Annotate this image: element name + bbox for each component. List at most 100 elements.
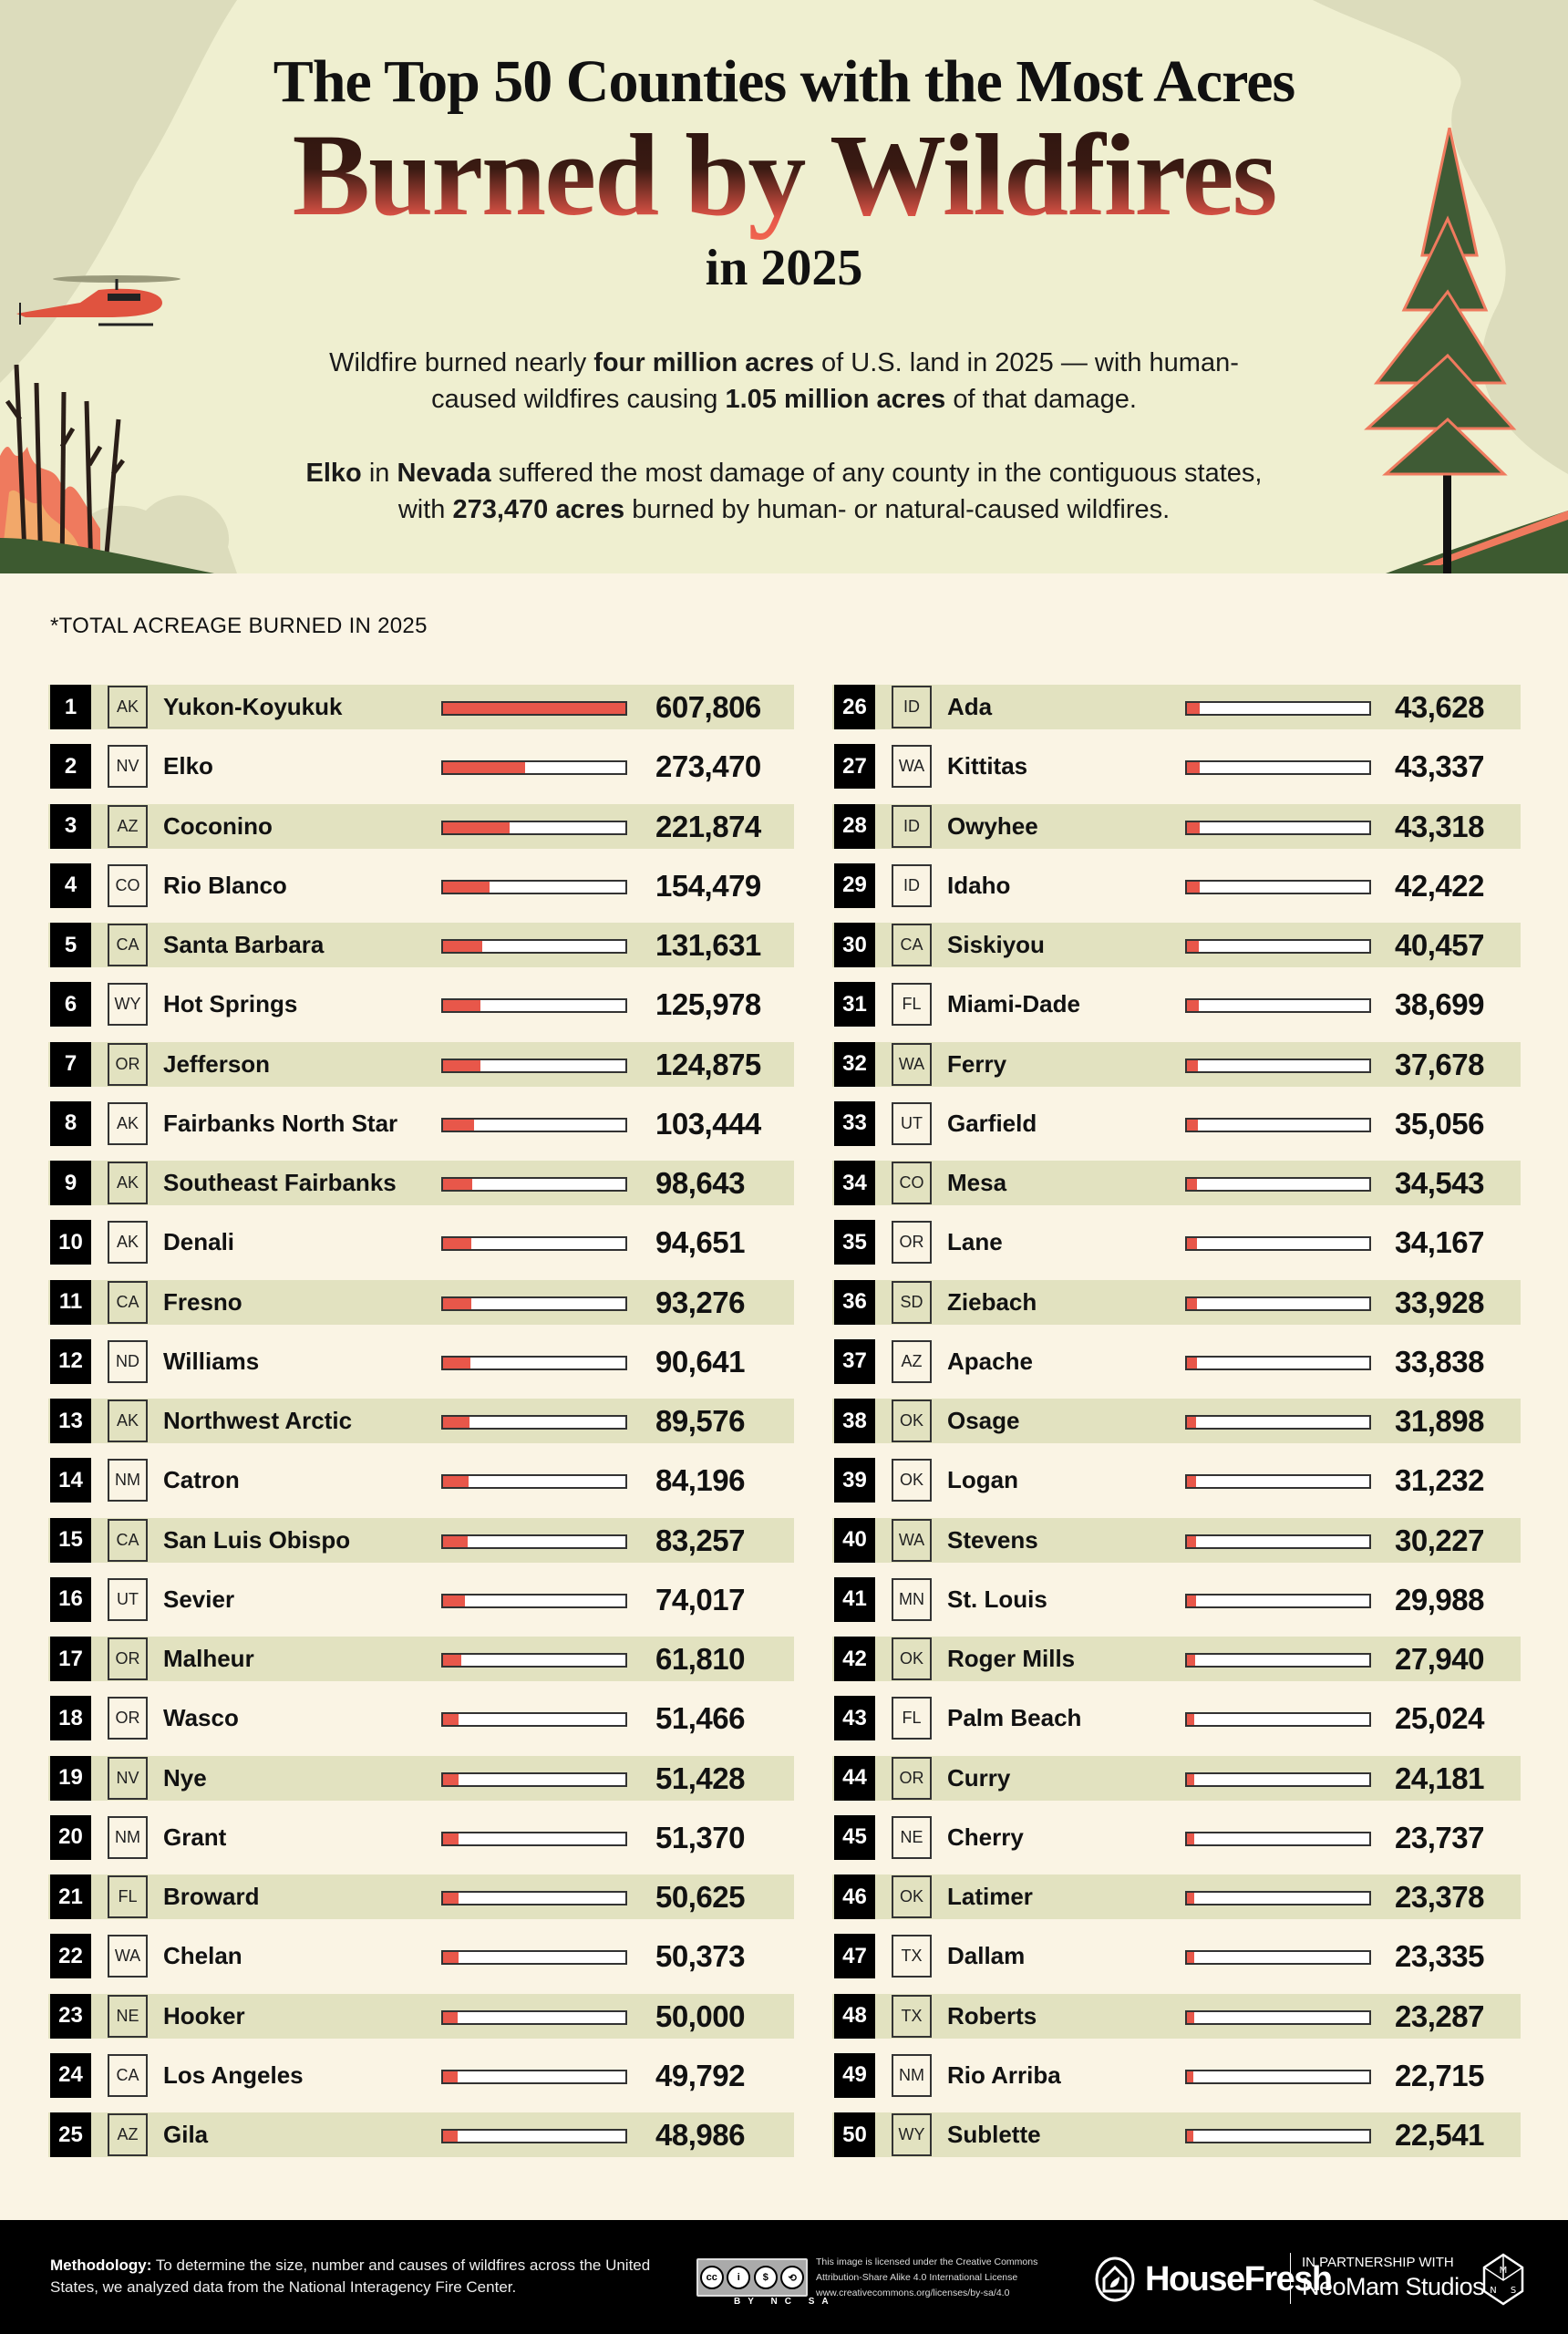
county-name: Williams [163, 1347, 260, 1375]
state-code: OR [892, 1756, 932, 1800]
table-row: 18 OR Wasco 51,466 [48, 1696, 794, 1741]
table-row: 9 AK Southeast Fairbanks 98,643 [48, 1161, 794, 1205]
rank-badge: 39 [834, 1458, 875, 1503]
bar-fill [1187, 2131, 1194, 2142]
rank-badge: 10 [50, 1220, 91, 1265]
bar-fill [1187, 762, 1201, 774]
state-code: FL [892, 1697, 932, 1740]
svg-text:N: N [1490, 2286, 1496, 2296]
rank-badge: 18 [50, 1696, 91, 1741]
state-code: OK [892, 1399, 932, 1442]
bar-fill [1187, 703, 1201, 714]
bar-fill [443, 762, 525, 774]
acres-value: 273,470 [655, 749, 761, 784]
rank-badge: 17 [50, 1637, 91, 1681]
rank-badge: 41 [834, 1576, 875, 1622]
rank-badge: 4 [50, 862, 91, 908]
county-name: St. Louis [947, 1585, 1047, 1613]
table-row: 38 OK Osage 31,898 [832, 1399, 1521, 1443]
acres-value: 23,287 [1395, 1998, 1484, 2033]
acres-value: 103,444 [655, 1106, 761, 1141]
bar-track [441, 939, 627, 954]
bar-fill [443, 1000, 481, 1012]
bar-track [1185, 1355, 1371, 1370]
rank-badge: 16 [50, 1576, 91, 1622]
bar-fill [1187, 1595, 1196, 1606]
acres-value: 24,181 [1395, 1761, 1484, 1795]
state-code: NV [108, 745, 148, 789]
bar-fill [443, 1952, 459, 1964]
table-row: 30 CA Siskiyou 40,457 [832, 923, 1521, 967]
bar-fill [1187, 1417, 1197, 1428]
table-row: 4 CO Rio Blanco 154,479 [48, 862, 794, 908]
acres-value: 30,227 [1395, 1523, 1484, 1557]
rank-badge: 46 [834, 1874, 875, 1919]
state-code: FL [892, 983, 932, 1027]
state-code: OK [892, 1637, 932, 1680]
bar-track [1185, 760, 1371, 776]
state-code: AK [108, 1162, 148, 1204]
bar-fill [443, 1595, 466, 1606]
rank-badge: 47 [834, 1934, 875, 1979]
bar-fill [443, 1179, 473, 1190]
bar-track [1185, 1474, 1371, 1490]
bar-fill [443, 1059, 481, 1071]
bar-track [441, 1950, 627, 1966]
county-name: Coconino [163, 811, 273, 840]
acres-value: 90,641 [655, 1344, 745, 1379]
attribution-icon: i [727, 2266, 751, 2289]
sharealike-icon: ⟲ [780, 2266, 805, 2289]
county-name: Rio Arriba [947, 2060, 1061, 2089]
rank-badge: 15 [50, 1517, 91, 1563]
county-name: Northwest Arctic [163, 1407, 353, 1434]
bar-track [1185, 1177, 1371, 1192]
bar-track [441, 1058, 627, 1073]
bar-track [1185, 1117, 1371, 1132]
license-url[interactable]: www.creativecommons.org/licenses/by-sa/4… [816, 2288, 1010, 2298]
table-row: 41 MN St. Louis 29,988 [832, 1576, 1521, 1622]
state-code: WA [892, 1518, 932, 1562]
state-code: AK [108, 686, 148, 728]
rank-badge: 6 [50, 982, 91, 1028]
rank-badge: 32 [834, 1041, 875, 1087]
rank-badge: 44 [834, 1755, 875, 1801]
bar-fill [443, 1714, 459, 1726]
table-row: 31 FL Miami-Dade 38,699 [832, 982, 1521, 1028]
bar-fill [443, 1833, 459, 1844]
state-code: ND [108, 1339, 148, 1383]
axis-label: *TOTAL ACREAGE BURNED IN 2025 [50, 614, 428, 638]
state-code: AK [108, 1221, 148, 1265]
county-name: Apache [947, 1347, 1033, 1375]
bar-track [1185, 1296, 1371, 1311]
table-row: 21 FL Broward 50,625 [48, 1874, 794, 1919]
neomam-logo-icon: M N S [1482, 2253, 1524, 2306]
county-name: Rio Blanco [163, 871, 287, 899]
rank-badge: 25 [50, 2112, 91, 2157]
bar-track [441, 1712, 627, 1728]
bar-track [441, 1653, 627, 1668]
table-row: 35 OR Lane 34,167 [832, 1220, 1521, 1265]
county-name: Curry [947, 1763, 1011, 1792]
rank-badge: 29 [834, 862, 875, 908]
bar-fill [1187, 1238, 1198, 1250]
creative-commons-badge[interactable]: cc i $ ⟲ [696, 2258, 808, 2297]
bar-track [1185, 701, 1371, 716]
table-row: 2 NV Elko 273,470 [48, 744, 794, 790]
bar-fill [443, 1119, 475, 1131]
bar-fill [443, 881, 490, 893]
county-name: Logan [947, 1466, 1018, 1494]
table-row: 39 OK Logan 31,232 [832, 1458, 1521, 1503]
acres-value: 93,276 [655, 1285, 745, 1319]
bar-track [441, 1296, 627, 1311]
cc-icon: cc [699, 2266, 724, 2289]
table-row: 13 AK Northwest Arctic 89,576 [48, 1399, 794, 1443]
table-row: 6 WY Hot Springs 125,978 [48, 982, 794, 1028]
rank-badge: 8 [50, 1100, 91, 1146]
state-code: CO [892, 1162, 932, 1204]
county-name: Ada [947, 693, 993, 720]
bar-track [441, 1831, 627, 1846]
state-code: WY [892, 2113, 932, 2156]
table-row: 15 CA San Luis Obispo 83,257 [48, 1517, 794, 1563]
bar-fill [1187, 1297, 1198, 1309]
table-row: 45 NE Cherry 23,737 [832, 1814, 1521, 1860]
